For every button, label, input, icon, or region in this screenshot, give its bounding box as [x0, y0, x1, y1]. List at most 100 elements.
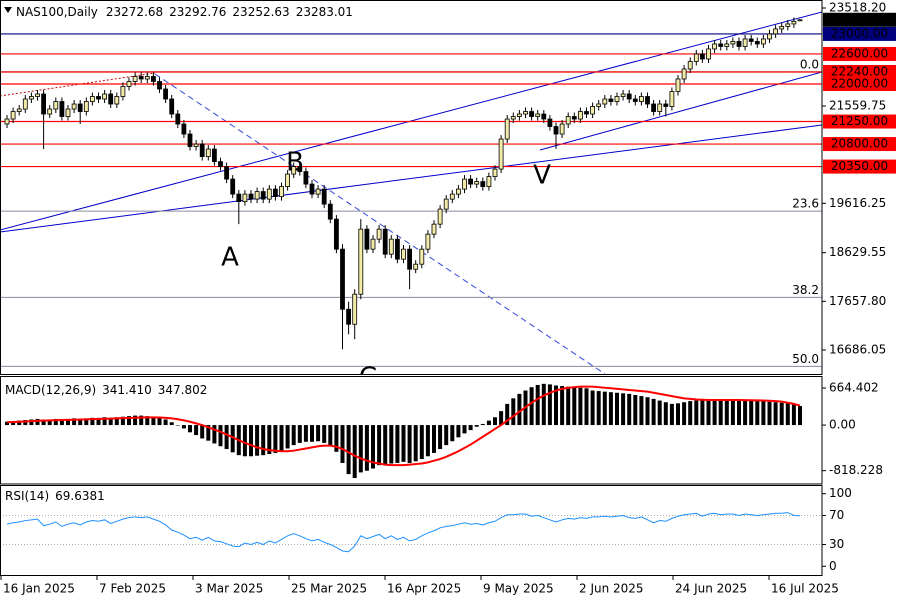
candle-body: [157, 81, 162, 90]
candle-body: [22, 98, 28, 110]
macd-bar: [139, 415, 144, 426]
macd-bar: [419, 425, 424, 460]
macd-bar: [78, 418, 83, 426]
candle-body: [675, 78, 681, 92]
macd-bar: [328, 425, 333, 447]
x-tick-label: 16 Jan 2025: [3, 582, 75, 596]
candle-body: [16, 108, 22, 112]
macd-bar: [676, 403, 680, 426]
candle-body: [35, 93, 40, 97]
macd-bar: [47, 419, 52, 426]
candle-body: [724, 43, 730, 47]
macd-bar: [285, 425, 290, 449]
candle-body: [462, 178, 467, 190]
close: 23283.01: [296, 5, 353, 19]
candle-body: [28, 96, 34, 100]
candle-body: [181, 123, 187, 135]
macd-bar: [456, 425, 461, 438]
candle-body: [608, 98, 614, 102]
y-tick-label: 16686.05: [829, 342, 886, 356]
macd-bar: [17, 420, 22, 426]
candle-body: [645, 96, 650, 105]
macd-bar: [694, 400, 699, 426]
candle-body: [144, 76, 150, 80]
candle-body: [175, 113, 181, 125]
main-panel: 0.023.638.250.0ABCV: [1, 11, 822, 374]
trend-line: [1, 124, 822, 233]
macd-bar: [505, 403, 510, 426]
macd-bar: [724, 400, 729, 426]
candle-body: [346, 308, 352, 325]
level-label: 21250.00: [831, 114, 888, 128]
macd-bar: [718, 399, 723, 426]
macd-bar: [371, 425, 375, 469]
macd-bar: [590, 390, 595, 426]
macd-bar: [413, 425, 418, 462]
candle-body: [309, 183, 315, 195]
candle-body: [242, 193, 248, 203]
macd-bar: [480, 423, 485, 426]
rsi-header: RSI(14) 69.6381: [5, 489, 105, 503]
candle-body: [205, 148, 211, 157]
candle-body: [224, 166, 230, 180]
candle-body: [254, 191, 260, 200]
candle-body: [407, 248, 413, 270]
rsi-title: RSI(14): [5, 489, 49, 503]
candle-body: [266, 188, 272, 200]
y-tick-label: 0: [829, 559, 837, 573]
x-tick-label: 25 Mar 2025: [291, 582, 367, 596]
candle-body: [693, 53, 699, 62]
macd-bar: [395, 425, 400, 463]
macd-bar: [584, 388, 589, 426]
macd-bar: [163, 419, 168, 426]
macd-bar: [72, 418, 77, 426]
level-label: 22000.00: [831, 76, 888, 90]
candle-body: [340, 248, 345, 310]
candle-body: [114, 96, 120, 105]
candle-body: [791, 21, 797, 25]
macd-bar: [645, 397, 650, 426]
macd-signal-readout: 347.802: [158, 383, 208, 397]
candle-body: [517, 113, 522, 117]
fib-label: 50.0: [792, 352, 819, 366]
candle-body: [260, 191, 266, 200]
x-tick-label: 7 Feb 2025: [99, 582, 166, 596]
candle-body: [748, 38, 754, 42]
high: 23292.76: [169, 5, 226, 19]
y-tick-label: 70: [829, 508, 844, 522]
macd-bar: [200, 425, 205, 439]
macd-bar: [529, 387, 534, 426]
macd-bar: [279, 425, 284, 452]
macd-bar: [194, 425, 199, 436]
macd-bar: [389, 425, 394, 464]
macd-bar: [535, 384, 540, 426]
macd-bar: [444, 425, 449, 446]
macd-bar: [249, 425, 253, 457]
candle-body: [559, 123, 565, 135]
macd-bar: [462, 425, 467, 434]
candle-body: [480, 181, 486, 187]
macd-bar: [669, 403, 674, 426]
open: 23272.68: [106, 5, 163, 19]
candle-body: [584, 111, 589, 115]
x-tick-label: 24 Jun 2025: [675, 582, 747, 596]
candle-body: [425, 233, 431, 250]
price-label: 23283.01: [831, 12, 888, 26]
candle-body: [132, 76, 138, 82]
menu-triangle[interactable]: [4, 7, 12, 13]
candle-body: [394, 238, 400, 260]
macd-bar: [712, 399, 717, 426]
macd-bar: [218, 425, 223, 447]
y-tick-label: 21559.75: [829, 99, 886, 113]
candle-body: [419, 248, 425, 265]
annotation: V: [533, 161, 551, 191]
macd-bar: [84, 418, 89, 426]
candle-body: [236, 193, 242, 203]
candle-body: [632, 98, 638, 102]
macd-bar: [627, 393, 632, 426]
macd-bar: [364, 425, 369, 471]
trend-line: [539, 71, 822, 151]
candle-body: [510, 116, 516, 120]
macd-bar: [303, 425, 308, 442]
candle-body: [315, 188, 321, 195]
